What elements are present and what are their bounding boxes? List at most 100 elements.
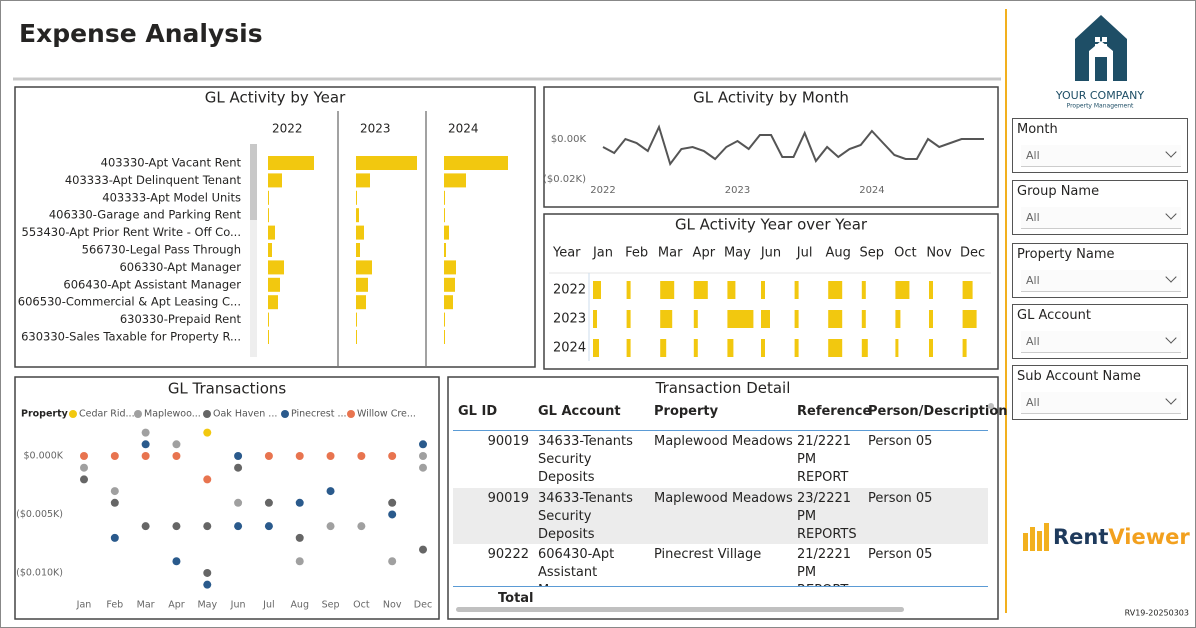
- table-cell: Person 05: [868, 434, 933, 449]
- bar: [444, 225, 449, 240]
- bar: [268, 225, 275, 240]
- point: [203, 568, 212, 577]
- y-tick-label: ($0.005K): [16, 509, 63, 520]
- slicer: Sub Account Name All: [1012, 365, 1188, 420]
- bar: [356, 330, 357, 344]
- legend-swatch: [203, 410, 211, 418]
- bar: [693, 281, 708, 299]
- bar: [356, 312, 357, 327]
- point: [80, 475, 88, 484]
- legend-label: Willow Cre...: [357, 409, 416, 420]
- slicer-dropdown[interactable]: All: [1021, 270, 1181, 292]
- column-header: Feb: [625, 246, 648, 261]
- bar: [727, 310, 754, 328]
- y-tick-label: ($0.010K): [16, 567, 63, 578]
- bar: [626, 281, 631, 299]
- column-header: Jan: [592, 246, 613, 261]
- bar: [268, 277, 280, 292]
- column-header: May: [724, 246, 751, 261]
- point: [295, 533, 304, 542]
- x-tick-label: Dec: [414, 600, 432, 611]
- table-cell: 90019: [487, 434, 529, 449]
- slicer: Group Name All: [1012, 180, 1188, 235]
- company-logo-icon: [1075, 15, 1127, 81]
- point: [141, 440, 150, 449]
- row-label: 2023: [553, 312, 586, 327]
- category-label: 566730-Legal Pass Through: [82, 243, 241, 257]
- category-label: 403330-Apt Vacant Rent: [101, 156, 242, 170]
- category-label: 403333-Apt Model Units: [102, 190, 241, 204]
- bar: [895, 339, 899, 357]
- point: [203, 475, 212, 484]
- category-label: 606530-Commercial & Apt Leasing C...: [18, 295, 241, 309]
- point: [234, 463, 243, 472]
- bar: [727, 281, 736, 299]
- column-header: Jul: [796, 246, 813, 261]
- x-tick-label: May: [197, 600, 217, 611]
- legend-label: Maplewoo...: [144, 409, 201, 420]
- point: [388, 557, 397, 566]
- point: [295, 498, 304, 507]
- legend-swatch: [69, 410, 77, 418]
- point: [172, 452, 181, 461]
- bar: [828, 281, 843, 299]
- table-cell: Person 05: [868, 547, 933, 562]
- total-label: Total: [498, 591, 534, 606]
- point: [172, 522, 181, 531]
- bar: [929, 310, 933, 328]
- bar: [593, 310, 597, 328]
- bar: [444, 243, 446, 257]
- panel: [14, 376, 440, 620]
- bar: [761, 310, 770, 328]
- point: [357, 452, 366, 461]
- point: [264, 452, 273, 461]
- slicer: Property Name All: [1012, 243, 1188, 298]
- bar: [929, 339, 933, 357]
- legend-swatch: [134, 410, 142, 418]
- bar: [660, 310, 673, 328]
- column-header: Nov: [926, 246, 952, 261]
- point: [264, 498, 273, 507]
- point: [388, 510, 397, 519]
- table-cell: 21/2221 PM REPORT: [797, 434, 852, 485]
- bar: [444, 208, 445, 223]
- slicer-value: All: [1026, 396, 1040, 409]
- category-label: 606330-Apt Manager: [119, 260, 241, 274]
- company-tagline: Property Management: [1067, 103, 1134, 110]
- y-tick-label: ($0.02K): [543, 174, 586, 185]
- category-label: 403333-Apt Delinquent Tenant: [65, 173, 242, 187]
- table-cell: 23/2221 PM REPORTS: [797, 490, 857, 542]
- bar: [861, 281, 866, 299]
- bar: [444, 277, 455, 292]
- point: [234, 522, 243, 531]
- bar: [962, 310, 977, 328]
- point: [172, 557, 181, 566]
- panel: [543, 213, 999, 370]
- bar: [444, 312, 445, 327]
- slicer-dropdown[interactable]: All: [1021, 331, 1181, 353]
- bar: [895, 310, 901, 328]
- header-rule: [453, 430, 988, 431]
- legend-swatch: [281, 410, 289, 418]
- column-header: Person/Description: [868, 404, 1008, 419]
- slicer-value: All: [1026, 335, 1040, 348]
- bar: [593, 281, 601, 299]
- bar: [356, 277, 368, 292]
- point: [234, 498, 243, 507]
- slicer-value: All: [1026, 211, 1040, 224]
- slicer-dropdown[interactable]: All: [1021, 145, 1181, 167]
- bar: [861, 339, 868, 357]
- slicer-dropdown[interactable]: All: [1021, 392, 1181, 414]
- v-scrollbar: [988, 403, 994, 409]
- x-tick-label: Mar: [137, 600, 155, 611]
- legend-title: Property: [21, 409, 69, 420]
- column-header: GL ID: [458, 404, 498, 419]
- legend-label: Oak Haven ...: [213, 409, 277, 420]
- bar: [268, 173, 282, 188]
- slicer-dropdown[interactable]: All: [1021, 207, 1181, 229]
- scrollbar-track: [250, 144, 257, 357]
- brand-icon: [1023, 523, 1049, 551]
- y-tick-label: $0.000K: [24, 451, 64, 462]
- point: [326, 522, 335, 531]
